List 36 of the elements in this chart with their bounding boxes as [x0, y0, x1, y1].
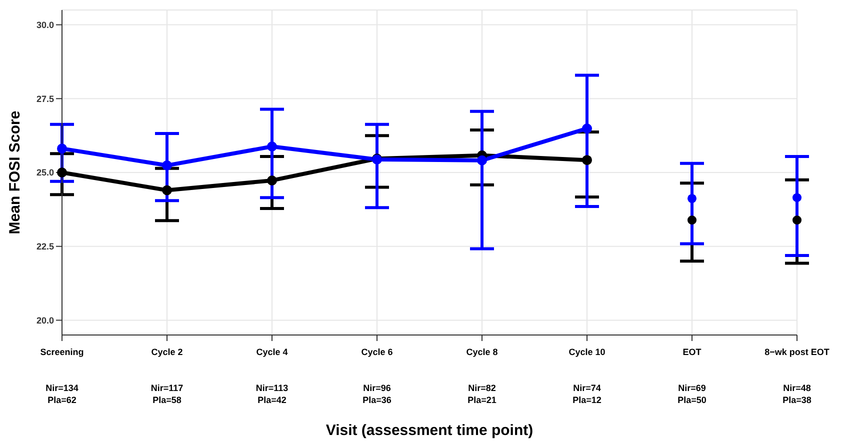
text: Nir=134 Pla=62: [46, 383, 78, 405]
x-tick-label: Cycle 4: [256, 347, 288, 357]
point: [57, 144, 67, 154]
x-tick-label: Cycle 10: [568, 347, 606, 357]
point: [582, 123, 592, 134]
x-tick-label: Screening: [40, 347, 84, 357]
text: Nir=82 Pla=21: [468, 383, 496, 405]
text: Nir=113 Pla=42: [256, 383, 288, 405]
point: [162, 160, 172, 170]
x-tick-label: EOT: [682, 347, 702, 357]
y-tick-label: 20.0: [36, 315, 54, 326]
y-tick-label: 30.0: [36, 20, 54, 30]
x-tick-label: Cycle 8: [466, 347, 498, 357]
y-axis-title: Mean FOSI Score: [6, 110, 24, 234]
text: Nir=96 Pla=36: [362, 383, 392, 405]
text: Nir=117 Pla=58: [150, 383, 184, 405]
x-tick-label: Cycle 2: [151, 347, 183, 357]
x-axis-title: Visit (assessment time point): [326, 422, 534, 439]
point: [57, 168, 67, 178]
y-tick-label: 27.5: [36, 94, 54, 104]
y-tick-label: 25.0: [36, 168, 54, 178]
x-tick-label: 8−wk post EOT: [764, 347, 830, 357]
point: [162, 185, 172, 196]
point: [687, 194, 697, 204]
y-tick-label: 22.5: [36, 242, 54, 252]
text: Nir=69 Pla=50: [678, 383, 706, 405]
point: [267, 142, 277, 152]
point: [687, 216, 697, 225]
x-tick-label: Cycle 6: [361, 347, 393, 357]
point: [267, 175, 277, 186]
text: Nir=48 Pla=38: [782, 383, 812, 405]
text: Nir=74 Pla=12: [572, 383, 602, 405]
point: [582, 155, 592, 166]
point: [792, 216, 802, 225]
point: [477, 155, 487, 166]
point: [792, 193, 802, 202]
